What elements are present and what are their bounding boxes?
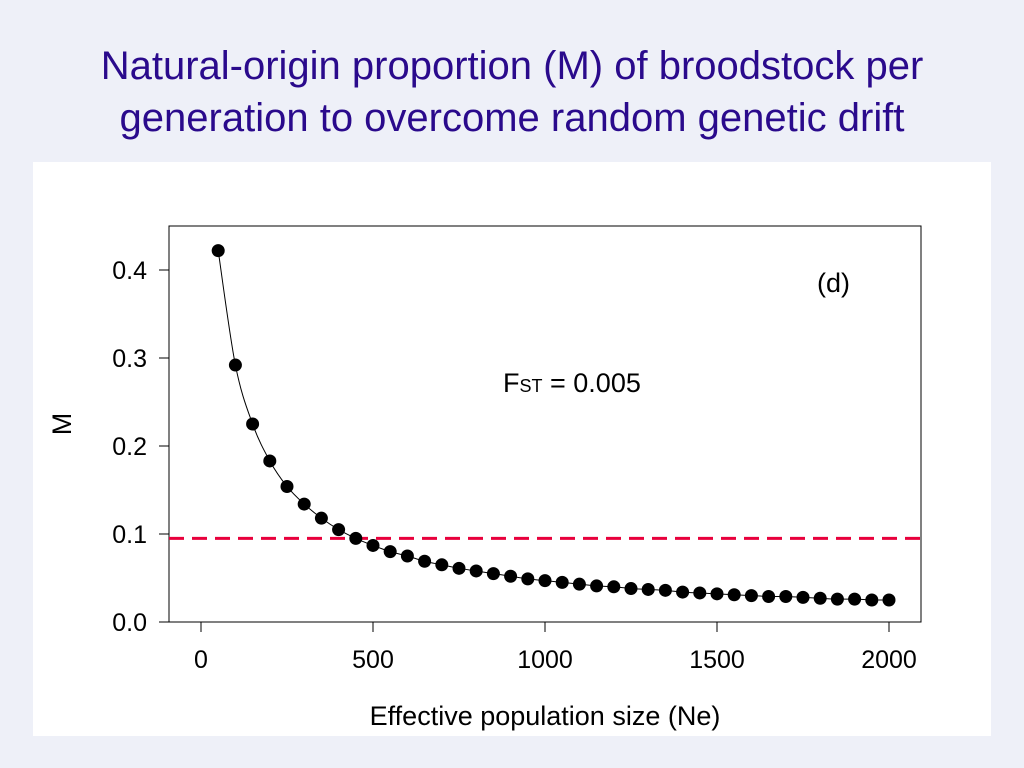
- slide-title-line-2: generation to overcome random genetic dr…: [119, 96, 905, 140]
- y-tick-label: 0.2: [112, 433, 147, 461]
- data-point: [486, 567, 500, 581]
- chart-svg: 0 500 1000 1500 2000 0.0 0.1 0.2 0.3 0.4 M Effect…: [47, 225, 922, 731]
- chart-panel: 0 500 1000 1500 2000 0.0 0.1 0.2 0.3 0.4 M Effect…: [33, 162, 991, 736]
- x-tick-label: 1000: [517, 646, 573, 674]
- data-point: [658, 583, 672, 597]
- data-point: [555, 575, 569, 589]
- data-point: [744, 589, 758, 603]
- data-point: [504, 569, 518, 583]
- x-tick-label: 2000: [861, 646, 917, 674]
- data-point: [865, 593, 879, 607]
- data-point: [469, 564, 483, 578]
- data-point: [332, 523, 346, 537]
- data-point: [452, 561, 466, 575]
- data-point: [624, 582, 638, 596]
- data-point: [779, 589, 793, 603]
- data-point: [400, 549, 414, 563]
- y-tick-label: 0.0: [112, 609, 147, 637]
- data-point: [263, 454, 277, 468]
- y-axis-title: M: [47, 413, 77, 436]
- data-point: [314, 511, 328, 525]
- ticks: 0 500 1000 1500 2000 0.0 0.1 0.2 0.3 0.4: [112, 257, 917, 674]
- data-point: [693, 586, 707, 600]
- data-point: [590, 579, 604, 593]
- data-point: [211, 244, 225, 258]
- slide-title-line-1: Natural-origin proportion (M) of broodst…: [100, 44, 924, 88]
- x-tick-label: 500: [352, 646, 394, 674]
- data-point: [796, 590, 810, 604]
- data-point: [280, 479, 294, 493]
- data-point: [813, 591, 827, 605]
- data-point: [727, 588, 741, 602]
- x-tick-label: 1500: [689, 646, 745, 674]
- data-point: [607, 580, 621, 594]
- panel-label: (d): [817, 268, 850, 298]
- data-point: [418, 554, 432, 568]
- y-tick-label: 0.1: [112, 521, 147, 549]
- data-point: [676, 585, 690, 599]
- axes: [168, 225, 922, 623]
- x-tick-label: 0: [194, 646, 208, 674]
- data-point: [538, 574, 552, 588]
- data-point: [572, 577, 586, 591]
- fst-annotation-value: = 0.005: [543, 368, 641, 398]
- fst-annotation-subscript: ST: [520, 376, 543, 396]
- data-point: [762, 589, 776, 603]
- y-tick-label: 0.3: [112, 345, 147, 373]
- slide-title: Natural-origin proportion (M) of broodst…: [0, 40, 1024, 144]
- y-tick-label: 0.4: [112, 257, 147, 285]
- data-point: [435, 558, 449, 572]
- x-axis-title: Effective population size (Ne): [370, 701, 721, 731]
- fst-annotation: FST = 0.005: [503, 368, 641, 398]
- data-point: [228, 358, 242, 372]
- plot-frame: [168, 225, 922, 623]
- data-point: [521, 572, 535, 586]
- data-point: [641, 582, 655, 596]
- data-point: [383, 545, 397, 559]
- series-curve: [217, 250, 890, 601]
- data-point: [366, 538, 380, 552]
- data-point: [710, 587, 724, 601]
- data-point: [246, 417, 260, 431]
- series-group: [211, 244, 896, 607]
- data-point: [349, 531, 363, 545]
- data-point: [297, 497, 311, 511]
- data-point: [882, 593, 896, 607]
- data-point: [848, 592, 862, 606]
- fst-annotation-main: F: [503, 368, 520, 398]
- data-point: [830, 592, 844, 606]
